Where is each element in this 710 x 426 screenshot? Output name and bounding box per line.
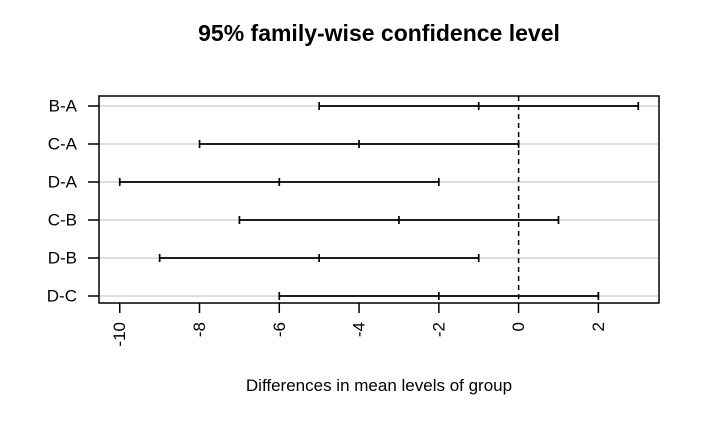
x-axis-tick-label: -6 — [270, 322, 289, 337]
y-axis-category-label: C-B — [48, 211, 77, 230]
y-axis-category-label: D-C — [47, 287, 77, 306]
plot-box — [98, 95, 660, 304]
x-axis-tick-label: -10 — [110, 322, 129, 347]
chart-title: 95% family-wise confidence level — [198, 20, 560, 46]
y-axis-category-label: B-A — [49, 97, 78, 116]
x-axis-tick-label: -4 — [350, 322, 369, 337]
x-axis-title: Differences in mean levels of group — [245, 376, 513, 395]
y-axis-category-label: C-A — [48, 135, 78, 154]
x-axis-tick-label: 0 — [509, 322, 528, 331]
y-axis-category-label: D-A — [48, 173, 78, 192]
y-axis-category-label: D-B — [48, 249, 77, 268]
x-axis-tick-label: -2 — [429, 322, 448, 337]
x-axis-tick-label: 2 — [589, 322, 608, 331]
x-axis-tick-label: -8 — [190, 322, 209, 337]
